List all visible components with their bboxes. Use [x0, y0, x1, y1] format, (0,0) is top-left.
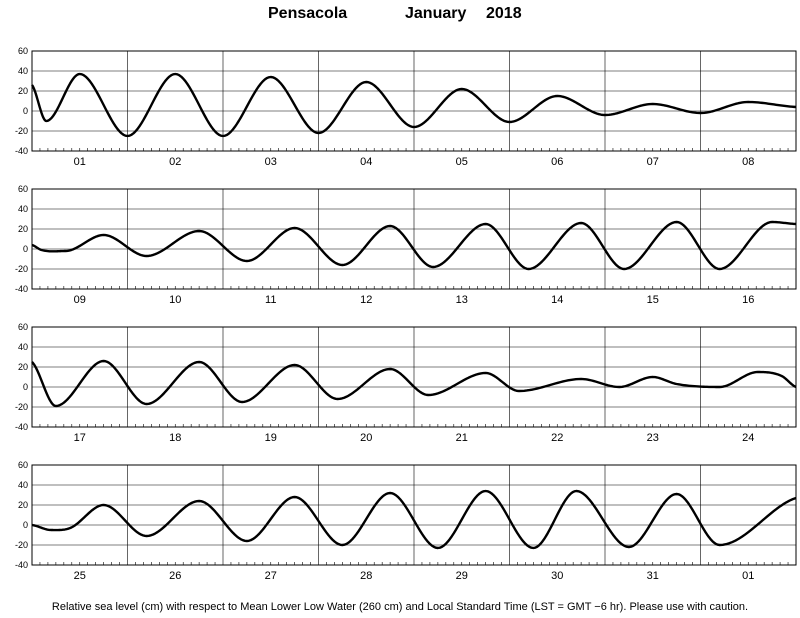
- y-tick-label: 0: [23, 106, 28, 116]
- y-tick-label: 20: [18, 224, 28, 234]
- y-tick-label: -40: [15, 284, 28, 294]
- y-tick-label: -40: [15, 422, 28, 432]
- y-tick-label: -20: [15, 264, 28, 274]
- day-label: 08: [742, 156, 754, 168]
- day-label: 15: [647, 294, 659, 306]
- day-label: 04: [360, 156, 372, 168]
- tide-curve: [31, 489, 797, 550]
- day-label: 22: [551, 432, 563, 444]
- y-tick-label: 60: [18, 322, 28, 332]
- day-label: 20: [360, 432, 372, 444]
- day-label: 05: [456, 156, 468, 168]
- day-label: 24: [742, 432, 754, 444]
- day-label: 26: [169, 570, 181, 582]
- title-year: 2018: [486, 5, 522, 22]
- day-label: 16: [742, 294, 754, 306]
- tide-curve: [31, 72, 797, 138]
- day-label: 28: [360, 570, 372, 582]
- y-tick-label: 40: [18, 342, 28, 352]
- y-tick-label: 0: [23, 520, 28, 530]
- tide-curve: [31, 359, 797, 408]
- y-tick-label: -40: [15, 560, 28, 570]
- day-label: 13: [456, 294, 468, 306]
- day-label: 06: [551, 156, 563, 168]
- day-label: 07: [647, 156, 659, 168]
- y-tick-label: -20: [15, 402, 28, 412]
- day-label: 30: [551, 570, 563, 582]
- day-label: 12: [360, 294, 372, 306]
- day-label: 19: [265, 432, 277, 444]
- y-tick-label: -20: [15, 126, 28, 136]
- y-tick-label: 0: [23, 244, 28, 254]
- day-label: 14: [551, 294, 563, 306]
- day-label: 21: [456, 432, 468, 444]
- day-label: 03: [265, 156, 277, 168]
- y-tick-label: 20: [18, 500, 28, 510]
- y-tick-label: 40: [18, 480, 28, 490]
- day-label: 29: [456, 570, 468, 582]
- y-tick-label: -40: [15, 146, 28, 156]
- day-label: 02: [169, 156, 181, 168]
- day-label: 10: [169, 294, 181, 306]
- y-tick-label: -20: [15, 540, 28, 550]
- footnote: Relative sea level (cm) with respect to …: [51, 601, 749, 613]
- title-month: January: [405, 5, 467, 22]
- day-label: 31: [647, 570, 659, 582]
- day-label: 23: [647, 432, 659, 444]
- day-label: 11: [265, 294, 276, 306]
- y-tick-label: 60: [18, 460, 28, 470]
- day-label: 01: [742, 570, 754, 582]
- chart-title: Pensacola January 2018: [0, 5, 800, 27]
- day-label: 25: [74, 570, 86, 582]
- y-tick-label: 20: [18, 362, 28, 372]
- day-label: 27: [265, 570, 277, 582]
- day-label: 18: [169, 432, 181, 444]
- y-tick-label: 60: [18, 46, 28, 56]
- day-label: 17: [74, 432, 86, 444]
- y-tick-label: 40: [18, 204, 28, 214]
- y-tick-label: 60: [18, 184, 28, 194]
- day-label: 01: [74, 156, 86, 168]
- y-tick-label: 20: [18, 86, 28, 96]
- y-tick-label: 40: [18, 66, 28, 76]
- station-name: Pensacola: [268, 5, 348, 22]
- day-label: 09: [74, 294, 86, 306]
- tide-curve: [31, 220, 797, 271]
- y-tick-label: 0: [23, 382, 28, 392]
